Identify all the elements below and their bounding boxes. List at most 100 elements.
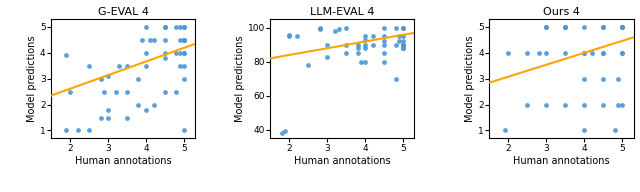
Point bbox=[353, 47, 363, 50]
Point bbox=[61, 54, 72, 57]
Point bbox=[390, 77, 401, 80]
Point bbox=[160, 51, 170, 54]
Point bbox=[179, 129, 189, 132]
Point bbox=[617, 51, 627, 54]
Point bbox=[160, 38, 170, 41]
Point bbox=[84, 129, 94, 132]
Point bbox=[617, 103, 627, 106]
Point bbox=[598, 25, 609, 28]
Point bbox=[356, 60, 367, 63]
Point bbox=[579, 25, 589, 28]
Point bbox=[613, 103, 623, 106]
Point bbox=[341, 43, 351, 46]
Point bbox=[534, 51, 544, 54]
Point bbox=[148, 103, 159, 106]
Point bbox=[172, 90, 182, 93]
Point bbox=[133, 103, 143, 106]
Point bbox=[175, 38, 186, 41]
Point bbox=[141, 108, 151, 111]
Point bbox=[367, 35, 378, 38]
Point bbox=[172, 25, 182, 28]
Point bbox=[598, 103, 609, 106]
Point bbox=[379, 35, 389, 38]
Point bbox=[61, 129, 72, 132]
Point bbox=[179, 51, 189, 54]
Point bbox=[179, 38, 189, 41]
Point bbox=[398, 43, 408, 46]
Point bbox=[617, 51, 627, 54]
Point bbox=[379, 40, 389, 43]
Point bbox=[160, 25, 170, 28]
Point bbox=[360, 60, 371, 63]
Point bbox=[617, 25, 627, 28]
Point bbox=[179, 25, 189, 28]
Point bbox=[145, 38, 155, 41]
Point bbox=[390, 26, 401, 29]
Point bbox=[122, 90, 132, 93]
Point bbox=[179, 38, 189, 41]
Point bbox=[560, 103, 570, 106]
Point bbox=[284, 35, 294, 38]
Point bbox=[160, 25, 170, 28]
Title: LLM-EVAL 4: LLM-EVAL 4 bbox=[310, 7, 374, 17]
Point bbox=[598, 25, 609, 28]
Point bbox=[613, 77, 623, 80]
Point bbox=[398, 43, 408, 46]
Point bbox=[522, 51, 532, 54]
Point bbox=[379, 60, 389, 63]
Point bbox=[541, 51, 552, 54]
Point bbox=[292, 35, 302, 38]
Point bbox=[560, 25, 570, 28]
Point bbox=[341, 52, 351, 55]
Point bbox=[322, 43, 332, 46]
Point bbox=[133, 77, 143, 80]
Point bbox=[398, 47, 408, 50]
Point bbox=[179, 25, 189, 28]
Point bbox=[379, 43, 389, 46]
Point bbox=[341, 26, 351, 29]
Title: Ours 4: Ours 4 bbox=[543, 7, 580, 17]
Y-axis label: Model predictions: Model predictions bbox=[27, 36, 37, 122]
Point bbox=[333, 28, 344, 31]
Point bbox=[280, 130, 291, 133]
Point bbox=[160, 90, 170, 93]
Point bbox=[148, 38, 159, 41]
Point bbox=[95, 116, 106, 119]
Point bbox=[303, 64, 314, 67]
Point bbox=[360, 43, 371, 46]
Point bbox=[172, 51, 182, 54]
Point bbox=[95, 77, 106, 80]
Point bbox=[609, 129, 620, 132]
Point bbox=[598, 51, 609, 54]
Point bbox=[379, 52, 389, 55]
Point bbox=[179, 51, 189, 54]
Point bbox=[65, 90, 76, 93]
Point bbox=[276, 132, 287, 135]
Point bbox=[141, 51, 151, 54]
Point bbox=[579, 129, 589, 132]
Point bbox=[314, 28, 324, 31]
Point bbox=[541, 25, 552, 28]
Point bbox=[360, 38, 371, 41]
Point bbox=[99, 90, 109, 93]
X-axis label: Human annotations: Human annotations bbox=[513, 156, 610, 166]
Point bbox=[179, 64, 189, 67]
Point bbox=[72, 129, 83, 132]
Point bbox=[179, 38, 189, 41]
Point bbox=[322, 55, 332, 58]
Point bbox=[398, 40, 408, 43]
Point bbox=[587, 51, 597, 54]
Point bbox=[360, 35, 371, 38]
Point bbox=[175, 64, 186, 67]
Point bbox=[179, 77, 189, 80]
Point bbox=[137, 38, 147, 41]
Point bbox=[394, 40, 404, 43]
Point bbox=[398, 43, 408, 46]
Point bbox=[122, 116, 132, 119]
Y-axis label: Model predictions: Model predictions bbox=[235, 36, 244, 122]
Point bbox=[579, 103, 589, 106]
Point bbox=[560, 51, 570, 54]
Point bbox=[175, 51, 186, 54]
Point bbox=[111, 90, 121, 93]
Point bbox=[394, 35, 404, 38]
